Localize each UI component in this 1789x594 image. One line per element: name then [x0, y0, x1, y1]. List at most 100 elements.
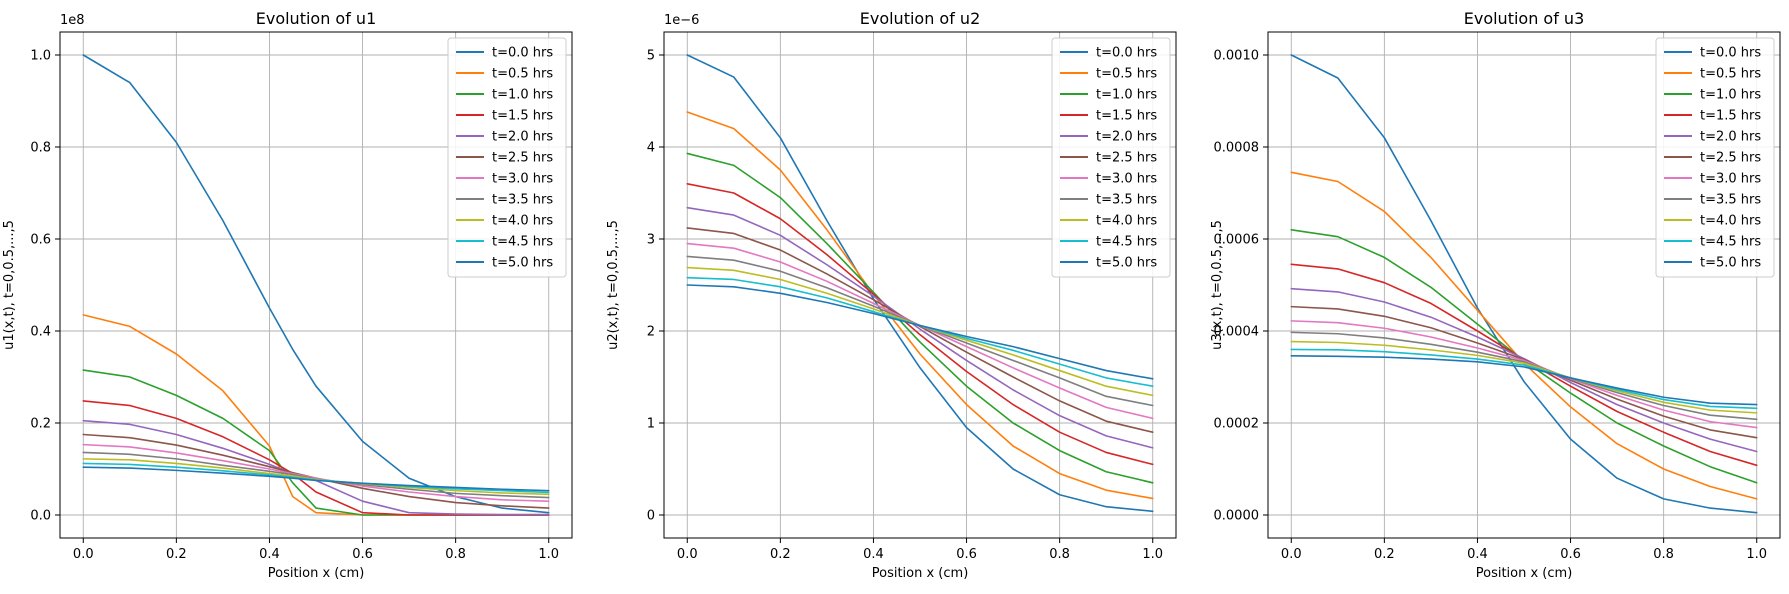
- plot-frame: [663, 31, 1177, 539]
- legend-entry: t=3.0 hrs: [1096, 172, 1157, 187]
- axis-offset-label: 1e8: [60, 13, 85, 28]
- series-group: [82, 54, 550, 516]
- y-tick-label: 0.0002: [1214, 417, 1260, 432]
- x-tick-label: 0.0: [1281, 547, 1302, 562]
- x-axis-label: Position x (cm): [1476, 566, 1573, 581]
- y-tick-label: 3: [647, 233, 655, 248]
- x-tick-label: 0.0: [73, 547, 94, 562]
- legend-entry: t=1.5 hrs: [492, 109, 553, 124]
- legend-entry: t=3.5 hrs: [492, 193, 553, 208]
- legend-entry: t=5.0 hrs: [1700, 256, 1761, 271]
- series-line-2: [686, 152, 1154, 484]
- x-tick-label: 0.4: [1467, 547, 1488, 562]
- legend-entry: t=2.0 hrs: [1096, 130, 1157, 145]
- x-tick-label: 0.8: [1653, 547, 1674, 562]
- plot-frame: [59, 31, 573, 539]
- series-line-10: [686, 284, 1154, 380]
- series-line-7: [82, 451, 550, 499]
- legend-entry: t=0.0 hrs: [1096, 46, 1157, 61]
- y-tick-label: 0.0010: [1214, 49, 1260, 64]
- x-tick-label: 0.2: [1374, 547, 1395, 562]
- plot-frame: [1267, 31, 1781, 539]
- x-tick-label: 0.6: [1560, 547, 1581, 562]
- x-tick-label: 0.8: [445, 547, 466, 562]
- legend-entry: t=0.5 hrs: [1700, 67, 1761, 82]
- y-axis-label: u1(x,t), t=0,0.5,...,5: [2, 220, 17, 350]
- series-line-1: [686, 111, 1154, 500]
- y-tick-label: 0.0000: [1214, 509, 1260, 524]
- x-tick-label: 1.0: [1746, 547, 1767, 562]
- x-tick-label: 0.4: [259, 547, 280, 562]
- x-tick-label: 0.8: [1049, 547, 1070, 562]
- x-axis-label: Position x (cm): [268, 566, 365, 581]
- series-line-10: [82, 466, 550, 492]
- series-group: [1290, 54, 1758, 514]
- legend-entry: t=2.5 hrs: [1700, 151, 1761, 166]
- y-tick-label: 2: [647, 325, 655, 340]
- y-tick-label: 0.0006: [1214, 233, 1260, 248]
- legend-entry: t=4.0 hrs: [1096, 214, 1157, 229]
- series-line-8: [82, 458, 550, 496]
- y-axis-label: u3(x,t), t=0,0.5,...,5: [1210, 220, 1225, 350]
- y-tick-label: 0.8: [30, 141, 51, 156]
- x-axis-label: Position x (cm): [872, 566, 969, 581]
- chart-u1: Evolution of u1 1e8 Position x (cm) u1(x…: [2, 9, 573, 581]
- y-tick-label: 0.6: [30, 233, 51, 248]
- legend-entry: t=4.5 hrs: [1096, 235, 1157, 250]
- legend-entry: t=1.0 hrs: [492, 88, 553, 103]
- legend-box: [447, 37, 567, 278]
- x-tick-label: 0.2: [166, 547, 187, 562]
- axis-offset-label: 1e−6: [664, 13, 699, 28]
- series-line-9: [1290, 348, 1758, 410]
- legend-entry: t=1.5 hrs: [1096, 109, 1157, 124]
- y-tick-label: 0.0008: [1214, 141, 1260, 156]
- chart-u2: Evolution of u2 1e−6 Position x (cm) u2(…: [606, 9, 1177, 581]
- legend-entry: t=1.0 hrs: [1096, 88, 1157, 103]
- series-line-8: [1290, 340, 1758, 414]
- series-line-7: [1290, 331, 1758, 421]
- x-tick-label: 1.0: [538, 547, 559, 562]
- legend-entry: t=3.0 hrs: [1700, 172, 1761, 187]
- legend-entry: t=3.5 hrs: [1700, 193, 1761, 208]
- legend-box: [1051, 37, 1171, 278]
- series-line-0: [82, 54, 550, 514]
- chart-u3: Evolution of u3 Position x (cm) u3(x,t),…: [1210, 9, 1781, 581]
- series-line-3: [686, 183, 1154, 466]
- legend-entry: t=2.5 hrs: [492, 151, 553, 166]
- x-tick-label: 0.4: [863, 547, 884, 562]
- y-tick-label: 0.2: [30, 417, 51, 432]
- y-tick-label: 5: [647, 49, 655, 64]
- series-line-10: [1290, 355, 1758, 406]
- x-tick-label: 0.6: [956, 547, 977, 562]
- grid: [1268, 32, 1780, 538]
- y-tick-label: 0.0004: [1214, 325, 1260, 340]
- legend-entry: t=4.0 hrs: [1700, 214, 1761, 229]
- series-line-6: [82, 443, 550, 503]
- y-axis-label: u2(x,t), t=0,0.5,...,5: [606, 220, 621, 350]
- series-line-4: [686, 206, 1154, 449]
- y-tick-label: 0.4: [30, 325, 51, 340]
- legend-entry: t=0.5 hrs: [1096, 67, 1157, 82]
- legend-entry: t=5.0 hrs: [1096, 256, 1157, 271]
- legend-entry: t=3.5 hrs: [1096, 193, 1157, 208]
- x-tick-label: 0.0: [677, 547, 698, 562]
- legend-entry: t=1.5 hrs: [1700, 109, 1761, 124]
- series-line-5: [1290, 305, 1758, 439]
- legend-entry: t=2.0 hrs: [492, 130, 553, 145]
- legend: t=0.0 hrs t=0.5 hrs t=1.0 hrs t=1.5 hrs t=2.…: [447, 37, 567, 278]
- legend-box: [1655, 37, 1775, 278]
- legend-entry: t=2.5 hrs: [1096, 151, 1157, 166]
- y-tick-label: 1.0: [30, 49, 51, 64]
- y-tick-label: 0: [647, 509, 655, 524]
- legend-entry: t=4.5 hrs: [492, 235, 553, 250]
- series-line-0: [1290, 54, 1758, 514]
- legend: t=0.0 hrs t=0.5 hrs t=1.0 hrs t=1.5 hrs t=2.…: [1051, 37, 1171, 278]
- legend-entry: t=4.0 hrs: [492, 214, 553, 229]
- y-tick-label: 0.0: [30, 509, 51, 524]
- legend-entry: t=2.0 hrs: [1700, 130, 1761, 145]
- chart-title: Evolution of u3: [1464, 9, 1585, 28]
- y-tick-label: 4: [647, 141, 655, 156]
- legend: t=0.0 hrs t=0.5 hrs t=1.0 hrs t=1.5 hrs t=2.…: [1655, 37, 1775, 278]
